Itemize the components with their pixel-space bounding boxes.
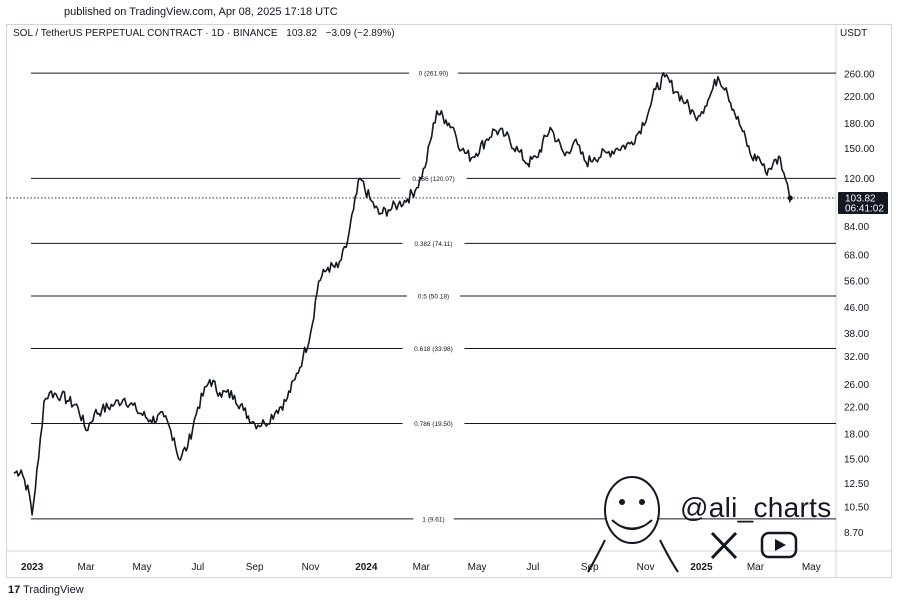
x-tick-label: 2023 — [21, 562, 44, 573]
y-tick-label: 220.00 — [844, 92, 875, 103]
fib-label-bg — [402, 418, 465, 428]
y-tick-label: 180.00 — [844, 119, 875, 130]
fib-label-bg — [409, 68, 458, 78]
fib-level-label: 1 (9.61) — [422, 516, 444, 523]
x-tick-label: Nov — [302, 562, 320, 573]
x-tick-label: May — [802, 562, 821, 573]
fib-label-bg — [406, 291, 461, 301]
last-price-countdown: 06:41:02 — [845, 203, 884, 214]
fib-level-label: 0.5 (50.18) — [418, 293, 449, 300]
fib-label-bg — [402, 238, 465, 248]
published-text: published on TradingView.com, Apr 08, 20… — [64, 6, 338, 18]
y-tick-label: 12.50 — [844, 479, 869, 490]
x-tick-label: May — [133, 562, 152, 573]
y-tick-label: 8.70 — [844, 528, 864, 539]
youtube-icon — [760, 531, 798, 559]
y-tick-label: 56.00 — [844, 277, 869, 288]
y-tick-label: 120.00 — [844, 174, 875, 185]
fib-level-label: 0.618 (33.98) — [414, 346, 453, 353]
last-price-value: 103.82 — [286, 28, 317, 39]
y-tick-label: 18.00 — [844, 430, 869, 441]
chart-frame — [6, 24, 892, 578]
y-tick-label: 22.00 — [844, 403, 869, 414]
fib-label-bg — [402, 344, 465, 354]
y-tick-label: 38.00 — [844, 329, 869, 340]
tradingview-logo[interactable]: 17 TradingView — [8, 584, 84, 596]
caricature-icon — [587, 476, 679, 573]
y-tick-label: 46.00 — [844, 303, 869, 314]
symbol-info: SOL / TetherUS PERPETUAL CONTRACT · 1D ·… — [13, 28, 401, 39]
x-tick-label: 2025 — [690, 562, 713, 573]
y-tick-label: 15.00 — [844, 454, 869, 465]
last-price-tag-value: 103.82 — [845, 193, 876, 204]
y-tick-label: 26.00 — [844, 380, 869, 391]
currency-label[interactable]: USDT — [840, 28, 868, 39]
y-tick-label: 260.00 — [844, 70, 875, 81]
x-tick-label: Jul — [527, 562, 540, 573]
x-tick-label: Mar — [413, 562, 431, 573]
fib-level-label: 0.786 (19.50) — [414, 421, 453, 428]
fib-label-bg — [400, 173, 467, 183]
price-change: −3.09 (−2.89%) — [325, 28, 395, 39]
fib-level-label: 0 (261.90) — [419, 71, 449, 78]
x-tick-label: Sep — [246, 562, 264, 573]
last-price-tag — [838, 191, 888, 214]
x-tick-label: Jul — [191, 562, 204, 573]
x-social-icon — [710, 531, 738, 560]
x-tick-label: May — [468, 562, 487, 573]
y-tick-label: 150.00 — [844, 144, 875, 155]
fib-label-bg — [413, 514, 454, 524]
y-tick-label: 68.00 — [844, 251, 869, 262]
y-tick-label: 84.00 — [844, 222, 869, 233]
y-tick-label: 32.00 — [844, 352, 869, 363]
x-tick-label: 2024 — [355, 562, 378, 573]
price-series-line — [13, 72, 791, 516]
y-tick-label: 10.50 — [844, 502, 869, 513]
last-price-dot — [787, 195, 793, 201]
tradingview-logo-text: TradingView — [23, 584, 84, 596]
fib-level-label: 0.236 (120.07) — [412, 176, 454, 183]
fib-level-label: 0.382 (74.11) — [414, 241, 452, 248]
x-tick-label: Nov — [637, 562, 655, 573]
tradingview-logo-icon: 17 — [8, 584, 21, 596]
x-tick-label: Mar — [747, 562, 765, 573]
watermark-handle: @ali_charts — [680, 492, 832, 523]
x-tick-label: Mar — [78, 562, 96, 573]
symbol-name[interactable]: SOL / TetherUS PERPETUAL CONTRACT · 1D ·… — [13, 28, 278, 39]
